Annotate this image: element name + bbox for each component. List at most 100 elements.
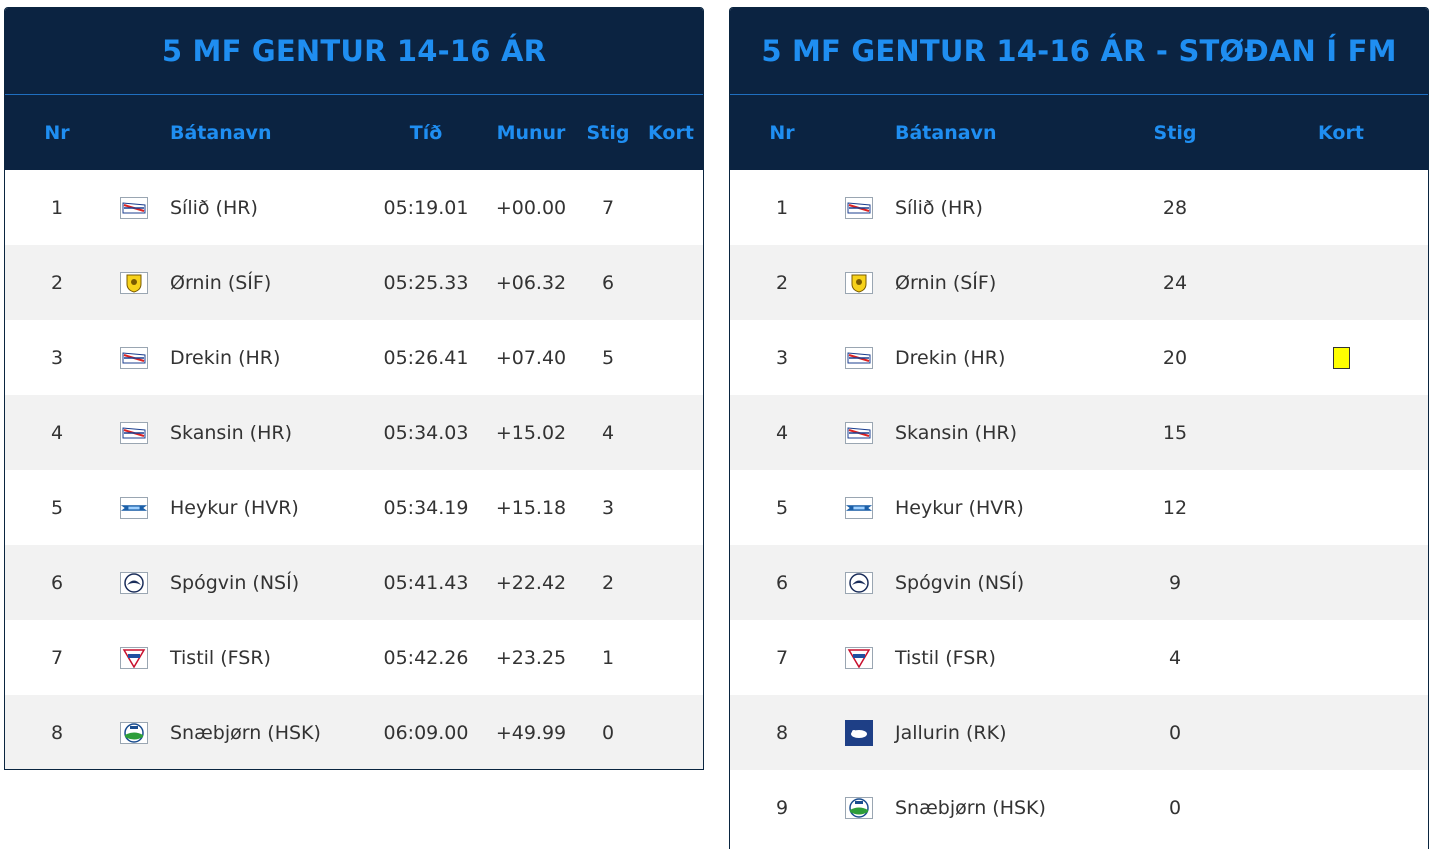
cell-nr: 4 xyxy=(775,421,789,444)
cell-boat-name[interactable]: Drekin (HR) xyxy=(170,346,281,369)
table-row: 6 Spógvin (NSÍ) 9 xyxy=(730,545,1428,620)
cell-points: 5 xyxy=(601,346,615,369)
cell-boat-name[interactable]: Jallurin (RK) xyxy=(895,721,1007,744)
club-logo-cell xyxy=(843,620,875,695)
table-row: 4 Skansin (HR) 15 xyxy=(730,395,1428,470)
cell-card xyxy=(1301,770,1381,845)
cell-boat-name[interactable]: Skansin (HR) xyxy=(895,421,1017,444)
club-logo-cell xyxy=(843,470,875,545)
table-row: 9 Snæbjørn (HSK) 0 xyxy=(730,770,1428,845)
cell-boat-name[interactable]: Drekin (HR) xyxy=(895,346,1006,369)
table-row: 8 Snæbjørn (HSK) 06:09.00 +49.99 0 xyxy=(5,695,703,769)
cell-card xyxy=(641,245,701,320)
fsr-triangle-icon xyxy=(845,646,873,669)
table-row: 7 Tistil (FSR) 4 xyxy=(730,620,1428,695)
cell-boat-name[interactable]: Spógvin (NSÍ) xyxy=(170,571,300,594)
hr-flag-icon xyxy=(845,421,873,444)
table-body: 1 Sílið (HR) 05:19.01 +00.00 7 2 Ørnin (SÍF) 05… xyxy=(5,170,703,769)
cell-points: 9 xyxy=(1168,571,1182,594)
hsk-globe-icon xyxy=(120,721,148,744)
cell-diff: +06.32 xyxy=(495,271,567,294)
cell-nr: 4 xyxy=(50,421,64,444)
table-row: 3 Drekin (HR) 20 xyxy=(730,320,1428,395)
cell-boat-name[interactable]: Snæbjørn (HSK) xyxy=(170,721,321,744)
cell-boat-name[interactable]: Skansin (HR) xyxy=(170,421,292,444)
header-points[interactable]: Stig xyxy=(1153,121,1197,144)
cell-points: 0 xyxy=(1168,721,1182,744)
cell-time: 05:26.41 xyxy=(383,346,469,369)
cell-card xyxy=(641,320,701,395)
results-table-right: 5 MF GENTUR 14-16 ÁR - STØÐAN Í FM Nr Bá… xyxy=(729,7,1429,849)
cell-diff: +23.25 xyxy=(495,646,567,669)
cell-points: 3 xyxy=(601,496,615,519)
cell-card xyxy=(641,545,701,620)
cell-points: 24 xyxy=(1162,271,1188,294)
cell-boat-name[interactable]: Heykur (HVR) xyxy=(895,496,1024,519)
cell-time: 05:34.19 xyxy=(383,496,469,519)
header-time[interactable]: Tíð xyxy=(409,121,443,144)
cell-boat-name[interactable]: Ørnin (SÍF) xyxy=(170,271,272,294)
cell-boat-name[interactable]: Snæbjørn (HSK) xyxy=(895,796,1046,819)
cell-nr: 3 xyxy=(775,346,789,369)
club-logo-cell xyxy=(118,620,150,695)
table-row: 1 Sílið (HR) 28 xyxy=(730,170,1428,245)
table-row: 4 Skansin (HR) 05:34.03 +15.02 4 xyxy=(5,395,703,470)
cell-diff: +15.02 xyxy=(495,421,567,444)
header-nr[interactable]: Nr xyxy=(769,121,795,144)
cell-nr: 5 xyxy=(775,496,789,519)
header-card[interactable]: Kort xyxy=(648,121,694,144)
cell-time: 06:09.00 xyxy=(383,721,469,744)
cell-nr: 8 xyxy=(50,721,64,744)
yellow-card-icon xyxy=(1332,346,1350,369)
cell-time: 05:25.33 xyxy=(383,271,469,294)
cell-time: 05:34.03 xyxy=(383,421,469,444)
cell-points: 6 xyxy=(601,271,615,294)
cell-nr: 6 xyxy=(775,571,789,594)
sif-shield-icon xyxy=(120,271,148,294)
cell-boat-name[interactable]: Tistil (FSR) xyxy=(895,646,996,669)
cell-diff: +00.00 xyxy=(495,196,567,219)
cell-card xyxy=(1301,620,1381,695)
nsi-bird-icon xyxy=(120,571,148,594)
header-boat[interactable]: Bátanavn xyxy=(170,121,272,144)
cell-diff: +22.42 xyxy=(495,571,567,594)
cell-time: 05:41.43 xyxy=(383,571,469,594)
cell-points: 20 xyxy=(1162,346,1188,369)
table-body: 1 Sílið (HR) 28 2 Ørnin (SÍF) 24 3 Drekin (HR) 2… xyxy=(730,170,1428,845)
cell-card xyxy=(1301,320,1381,395)
cell-points: 15 xyxy=(1162,421,1188,444)
club-logo-cell xyxy=(118,470,150,545)
cell-points: 4 xyxy=(1168,646,1182,669)
cell-boat-name[interactable]: Heykur (HVR) xyxy=(170,496,299,519)
hr-flag-icon xyxy=(845,346,873,369)
table-row: 2 Ørnin (SÍF) 05:25.33 +06.32 6 xyxy=(5,245,703,320)
header-points[interactable]: Stig xyxy=(586,121,630,144)
cell-boat-name[interactable]: Spógvin (NSÍ) xyxy=(895,571,1025,594)
cell-card xyxy=(1301,245,1381,320)
club-logo-cell xyxy=(843,320,875,395)
header-nr[interactable]: Nr xyxy=(44,121,70,144)
cell-boat-name[interactable]: Sílið (HR) xyxy=(895,196,983,219)
club-logo-cell xyxy=(118,170,150,245)
cell-points: 12 xyxy=(1162,496,1188,519)
hsk-globe-icon xyxy=(845,796,873,819)
cell-points: 1 xyxy=(601,646,615,669)
cell-nr: 1 xyxy=(50,196,64,219)
table-row: 7 Tistil (FSR) 05:42.26 +23.25 1 xyxy=(5,620,703,695)
header-boat[interactable]: Bátanavn xyxy=(895,121,997,144)
cell-boat-name[interactable]: Sílið (HR) xyxy=(170,196,258,219)
cell-points: 2 xyxy=(601,571,615,594)
cell-nr: 2 xyxy=(775,271,789,294)
cell-nr: 5 xyxy=(50,496,64,519)
cell-nr: 7 xyxy=(50,646,64,669)
cell-boat-name[interactable]: Tistil (FSR) xyxy=(170,646,271,669)
header-card[interactable]: Kort xyxy=(1318,121,1364,144)
rk-seal-icon xyxy=(845,719,873,746)
hr-flag-icon xyxy=(120,196,148,219)
cell-boat-name[interactable]: Ørnin (SÍF) xyxy=(895,271,997,294)
cell-nr: 3 xyxy=(50,346,64,369)
cell-card xyxy=(641,620,701,695)
cell-nr: 7 xyxy=(775,646,789,669)
club-logo-cell xyxy=(843,170,875,245)
header-diff[interactable]: Munur xyxy=(496,121,566,144)
